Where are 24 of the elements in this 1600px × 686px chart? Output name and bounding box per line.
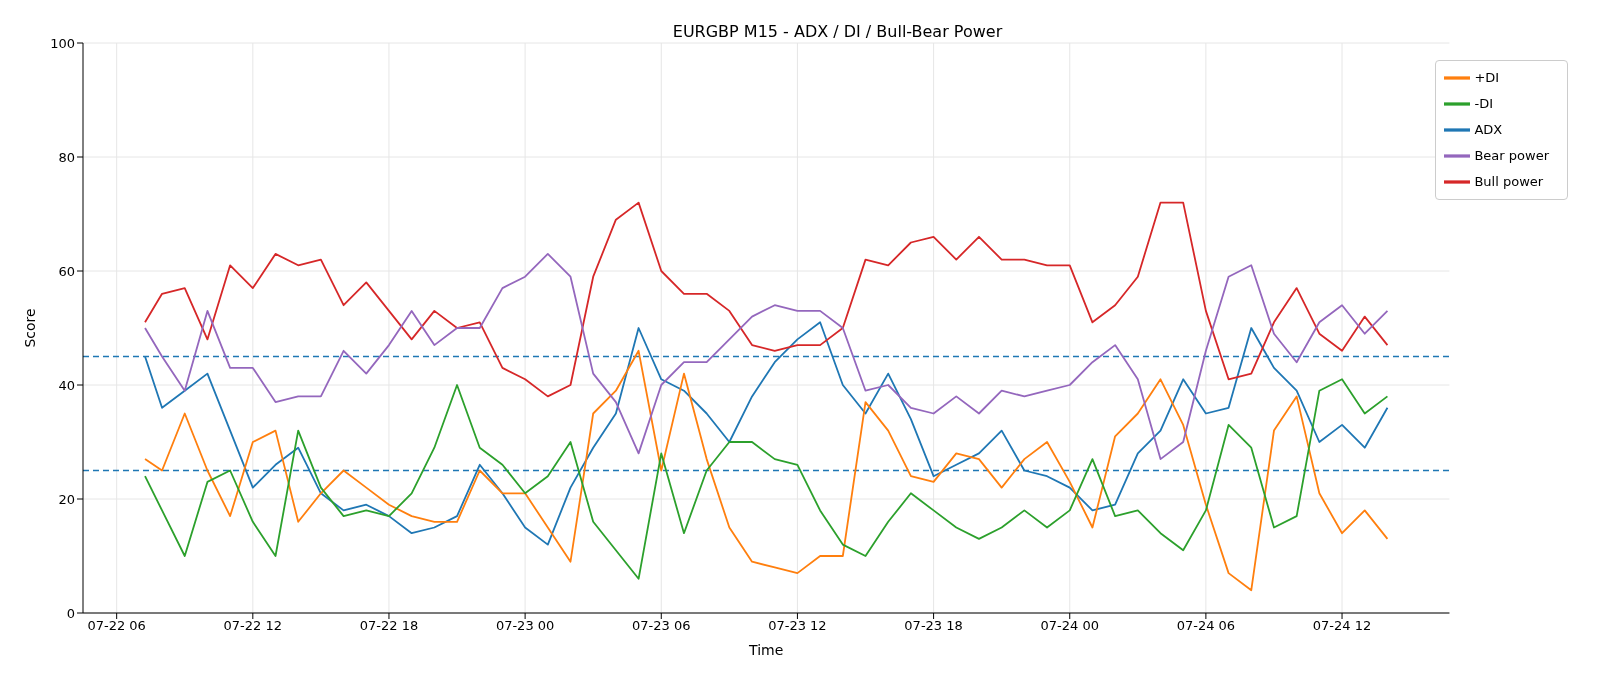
- y-tick-label: 80: [58, 149, 75, 165]
- y-tick-label: 60: [58, 263, 75, 279]
- legend-label: -DI: [1474, 95, 1493, 111]
- x-tick-label: 07-23 00: [495, 618, 555, 634]
- x-tick-label: 07-24 12: [1312, 618, 1372, 634]
- x-tick-label: 07-22 18: [359, 618, 419, 634]
- x-tick-label: 07-24 06: [1176, 618, 1236, 634]
- y-tick-label: 0: [66, 605, 75, 621]
- x-tick-label: 07-23 18: [904, 618, 963, 634]
- x-tick-label: 07-23 06: [632, 618, 691, 634]
- legend-label: +DI: [1474, 69, 1500, 85]
- x-tick-label: 07-22 06: [87, 618, 146, 634]
- y-tick-label: 20: [58, 491, 75, 507]
- legend-label: ADX: [1474, 121, 1503, 137]
- x-tick-label: 07-22 12: [223, 618, 283, 634]
- x-tick-label: 07-24 00: [1040, 618, 1099, 634]
- x-tick-label: 07-23 12: [768, 618, 827, 634]
- legend-label: Bull power: [1474, 173, 1544, 189]
- x-axis-title: Time: [748, 642, 784, 658]
- chart-title: EURGBP M15 - ADX / DI / Bull-Bear Power: [671, 22, 1004, 41]
- legend-label: Bear power: [1474, 147, 1549, 163]
- y-tick-label: 40: [58, 377, 75, 393]
- y-tick-label: 100: [50, 35, 75, 51]
- y-axis-title: Score: [21, 308, 38, 348]
